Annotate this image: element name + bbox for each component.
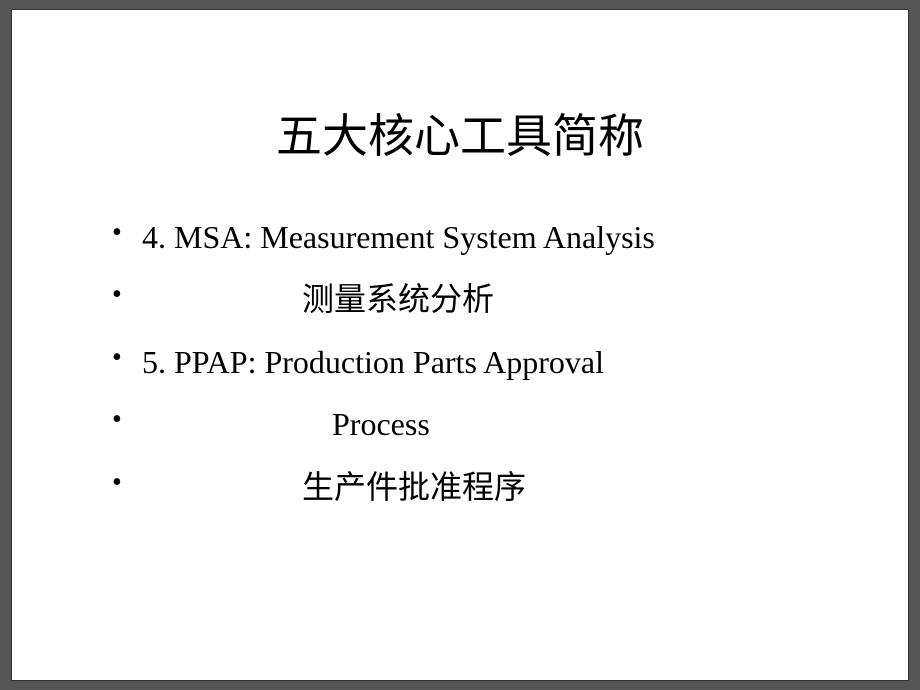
slide-container: 五大核心工具简称 4. MSA: Measurement System Anal… bbox=[11, 9, 909, 681]
bullet-item: 5. PPAP: Production Parts Approval bbox=[112, 331, 838, 393]
bullet-list: 4. MSA: Measurement System Analysis 测量系统… bbox=[82, 206, 838, 518]
bullet-text: 测量系统分析 bbox=[142, 281, 494, 317]
bullet-text: 4. MSA: Measurement System Analysis bbox=[142, 219, 655, 255]
bullet-item: 生产件批准程序 bbox=[112, 456, 838, 518]
slide-title: 五大核心工具简称 bbox=[82, 100, 838, 166]
bullet-item: Process bbox=[112, 393, 838, 455]
bullet-text: Process bbox=[142, 406, 430, 442]
bullet-item: 4. MSA: Measurement System Analysis bbox=[112, 206, 838, 268]
bullet-text: 生产件批准程序 bbox=[142, 469, 526, 505]
bullet-item: 测量系统分析 bbox=[112, 268, 838, 330]
bullet-text: 5. PPAP: Production Parts Approval bbox=[142, 344, 604, 380]
